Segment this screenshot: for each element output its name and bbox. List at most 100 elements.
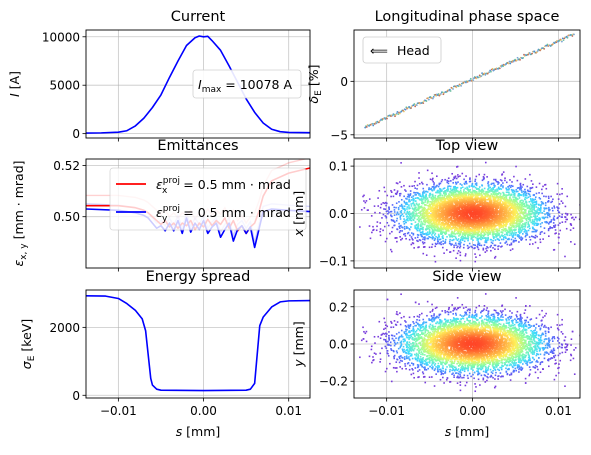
- topview-point: [492, 188, 494, 191]
- topview-point: [510, 220, 513, 223]
- topview-point: [444, 199, 447, 202]
- topview-point: [424, 211, 426, 214]
- topview-point: [487, 221, 489, 224]
- phase-point: [533, 50, 536, 53]
- topview-point: [496, 195, 498, 198]
- phase-point: [427, 97, 429, 99]
- topview-point: [428, 187, 430, 189]
- topview-point: [417, 225, 420, 227]
- topview-point: [546, 212, 548, 214]
- topview-point: [430, 220, 433, 223]
- topview-point: [462, 228, 464, 230]
- topview-point: [426, 202, 429, 204]
- topview-point: [445, 232, 448, 234]
- topview-point: [423, 246, 426, 248]
- topview-point: [425, 198, 428, 201]
- topview-point: [402, 220, 405, 223]
- topview-point: [549, 227, 551, 230]
- topview-point: [512, 220, 515, 222]
- topview-point: [499, 193, 502, 195]
- topview-point: [538, 209, 540, 211]
- topview-point: [497, 193, 499, 196]
- topview-point: [492, 199, 495, 202]
- topview-point: [425, 234, 428, 236]
- topview-point: [507, 220, 510, 222]
- topview-point: [512, 236, 514, 239]
- topview-point: [492, 247, 494, 249]
- topview-point: [439, 188, 442, 191]
- topview-point: [454, 189, 456, 192]
- topview-point: [473, 247, 475, 250]
- topview-point: [496, 238, 499, 240]
- topview-point: [445, 249, 448, 251]
- topview-point: [494, 198, 497, 200]
- topview-point: [452, 192, 455, 194]
- topview-point: [441, 237, 444, 239]
- topview-point: [514, 234, 517, 236]
- topview-point: [432, 217, 435, 220]
- topview-point: [535, 186, 538, 188]
- topview-point: [557, 236, 560, 239]
- topview-point: [524, 229, 527, 231]
- topview-point: [504, 233, 506, 236]
- topview-point: [502, 222, 505, 225]
- topview-point: [500, 246, 502, 248]
- topview-point: [501, 231, 503, 233]
- topview-point: [507, 194, 510, 196]
- topview-point: [493, 205, 495, 207]
- topview-point: [430, 206, 433, 209]
- topview-point: [548, 213, 551, 216]
- topview-point: [548, 209, 550, 212]
- topview-point: [453, 230, 456, 233]
- current-annotation-text: Imax = 10078 A: [198, 77, 292, 95]
- topview-point: [486, 176, 488, 178]
- topview-point: [520, 210, 523, 212]
- topview-point: [449, 221, 452, 224]
- topview-point: [372, 225, 374, 228]
- topview-point: [514, 237, 517, 240]
- topview-point: [570, 213, 572, 216]
- topview-point: [432, 220, 434, 222]
- topview-point: [463, 201, 466, 203]
- topview-point: [427, 225, 430, 228]
- topview-point: [442, 192, 445, 195]
- topview-point: [484, 233, 487, 236]
- topview-point: [455, 193, 458, 196]
- topview-point: [483, 233, 486, 236]
- topview-point: [538, 217, 540, 219]
- topview-point: [480, 234, 482, 236]
- topview-point: [518, 235, 521, 237]
- topview-point: [467, 225, 470, 227]
- topview-point: [442, 212, 445, 214]
- topview-point: [447, 189, 449, 191]
- topview-point: [504, 177, 506, 179]
- topview-point: [504, 199, 506, 202]
- topview-point: [422, 202, 425, 204]
- topview-point: [408, 213, 410, 216]
- topview-point: [529, 190, 532, 193]
- topview-point: [517, 228, 520, 231]
- topview-point: [459, 191, 461, 193]
- topview-point: [451, 226, 454, 229]
- topview-point: [488, 218, 490, 221]
- topview-point: [424, 197, 427, 200]
- phase-axes: −50⟸ Head: [330, 29, 581, 142]
- topview-point: [494, 214, 496, 216]
- topview-point: [551, 207, 554, 209]
- phase-point: [396, 111, 399, 113]
- topview-point: [447, 230, 450, 232]
- topview-point: [378, 189, 381, 192]
- topview-point: [506, 223, 508, 225]
- topview-point: [493, 233, 495, 236]
- phase-point: [404, 108, 407, 111]
- topview-point: [443, 205, 446, 208]
- topview-point: [416, 233, 419, 236]
- topview-point: [477, 234, 479, 237]
- topview-point: [478, 201, 481, 204]
- topview-point: [455, 198, 458, 200]
- topview-point: [494, 200, 497, 203]
- topview-point: [429, 178, 432, 181]
- topview-point: [454, 217, 456, 220]
- topview-point: [434, 242, 437, 245]
- topview-point: [395, 182, 398, 184]
